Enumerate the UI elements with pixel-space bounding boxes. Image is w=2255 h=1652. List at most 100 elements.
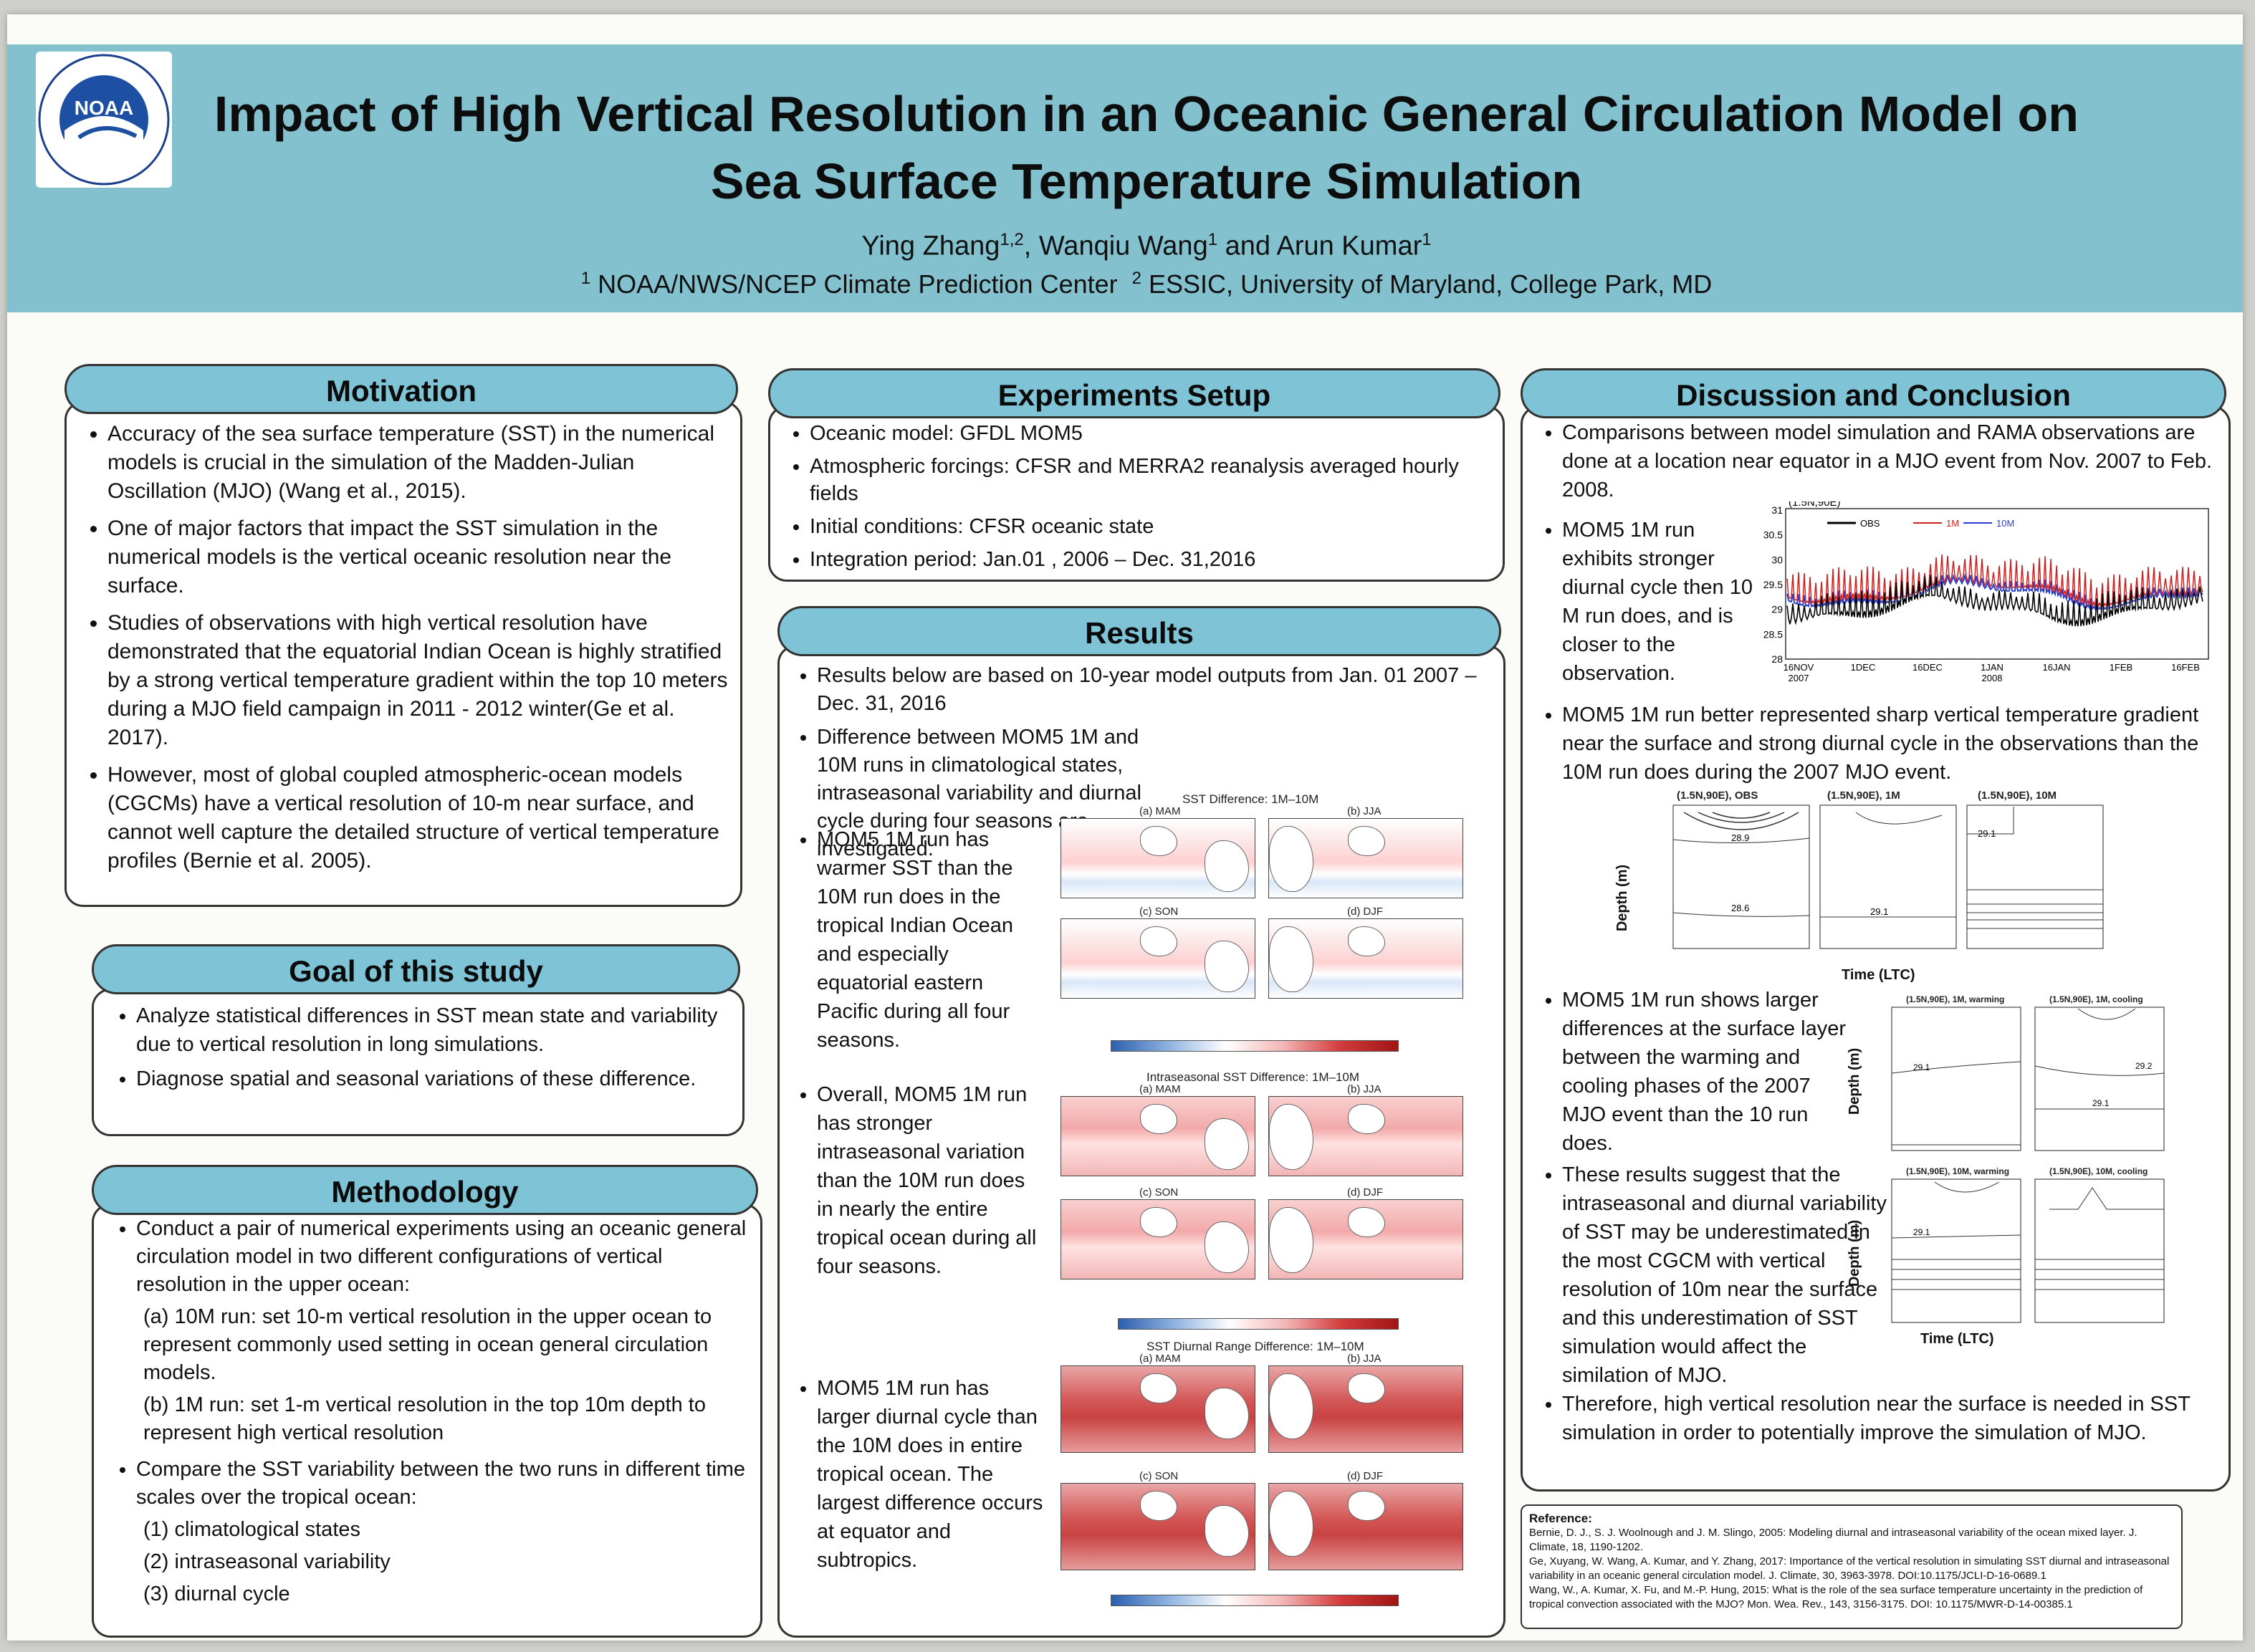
- legend-10m: 10M: [1996, 518, 2014, 529]
- fig3-label-son: (c) SON: [1139, 1470, 1179, 1482]
- title-line-1: Impact of High Vertical Resolution in an…: [214, 86, 2079, 142]
- finding-2-text: Overall, MOM5 1M run has stronger intras…: [817, 1080, 1039, 1281]
- fig1-label-son: (c) SON: [1139, 906, 1179, 918]
- ts-x-tick: 2007: [1789, 673, 1809, 683]
- profile-title-1m: (1.5N,90E), 1M: [1827, 789, 1900, 802]
- fig2-label-mam: (a) MAM: [1139, 1083, 1181, 1095]
- map-jja: [1268, 818, 1463, 898]
- ts-y-tick: 30: [1771, 554, 1783, 565]
- profile-xlabel: Time (LTC): [1842, 967, 1915, 983]
- finding-2: Overall, MOM5 1M run has stronger intras…: [788, 1080, 1039, 1290]
- discussion-item-2: MOM5 1M run exhibits stronger diurnal cy…: [1533, 516, 1770, 696]
- results-item: Difference between MOM5 1M and 10M runs …: [817, 724, 1161, 863]
- map-son: [1061, 1199, 1255, 1279]
- discussion-item-3: MOM5 1M run better represented sharp ver…: [1533, 701, 2221, 795]
- reference-item: Wang, W., A. Kumar, X. Fu, and M.-P. Hun…: [1529, 1584, 2143, 1610]
- ts-y-tick: 29: [1771, 604, 1783, 615]
- motivation-item: Studies of observations with high vertic…: [107, 609, 731, 752]
- discussion-heading: Discussion and Conclusion: [1521, 368, 2226, 418]
- fig1-label-djf: (d) DJF: [1347, 906, 1383, 918]
- phase-profile-figure: Depth (m) Depth (m) (1.5N,90E), 1M, warm…: [1847, 994, 2193, 1367]
- references-box: [1521, 1504, 2183, 1629]
- fig3-label-mam: (a) MAM: [1139, 1353, 1181, 1365]
- methodology-text: Conduct a pair of numerical experiments …: [107, 1215, 752, 1617]
- map-son: [1061, 918, 1255, 999]
- motivation-box: [64, 401, 742, 907]
- scale-1: (1) climatological states: [143, 1518, 360, 1541]
- ts-y-tick: 30.5: [1763, 529, 1783, 541]
- setup-item: Initial conditions: CFSR oceanic state: [810, 513, 1490, 540]
- author-3: and Arun Kumar: [1217, 231, 1422, 261]
- methodology-item-2: Compare the SST variability between the …: [136, 1458, 746, 1509]
- fig1-title: SST Difference: 1M–10M: [1182, 792, 1319, 806]
- setup-item: Oceanic model: GFDL MOM5: [810, 420, 1490, 447]
- reference-item: Ge, Xuyang, W. Wang, A. Kumar, and Y. Zh…: [1529, 1555, 2170, 1582]
- ts-y-tick: 28: [1771, 653, 1783, 665]
- motivation-item: One of major factors that impact the SST…: [107, 514, 731, 600]
- fig2-label-son: (c) SON: [1139, 1186, 1179, 1199]
- phase-title-1m-warm: (1.5N,90E), 1M, warming: [1906, 994, 2005, 1004]
- noaa-logo: NOAA: [36, 52, 172, 188]
- poster: NOAA Impact of High Vertical Resolution …: [7, 14, 2243, 1641]
- fig1-label-mam: (a) MAM: [1139, 805, 1181, 817]
- diurnal-range-figure: SST Diurnal Range Difference: 1M–10M (a)…: [1039, 1340, 1490, 1619]
- finding-3-text: MOM5 1M run has larger diurnal cycle tha…: [817, 1374, 1046, 1575]
- svg-text:29.1: 29.1: [1913, 1227, 1930, 1237]
- setup-item: Integration period: Jan.01 , 2006 – Dec.…: [810, 546, 1490, 573]
- phase-title-10m-cool: (1.5N,90E), 10M, cooling: [2049, 1166, 2148, 1176]
- affil-1-sup: 1: [580, 269, 591, 288]
- discussion-item-3-text: MOM5 1M run better represented sharp ver…: [1562, 701, 2221, 787]
- author-1-sup: 1,2: [1000, 230, 1024, 249]
- phase-title-10m-warm: (1.5N,90E), 10M, warming: [1906, 1166, 2010, 1176]
- motivation-heading: Motivation: [64, 364, 738, 414]
- discussion-item-6-text: Therefore, high vertical resolution near…: [1562, 1390, 2214, 1447]
- ts-legend: OBS 1M 10M: [1827, 518, 2014, 529]
- finding-1: MOM5 1M run has warmer SST than the 10M …: [788, 825, 1039, 1063]
- ts-y-tick: 29.5: [1763, 579, 1783, 590]
- ts-x-tick: 1JAN: [1981, 662, 2003, 673]
- map-jja: [1268, 1365, 1463, 1453]
- authors: Ying Zhang1,2, Wanqiu Wang1 and Arun Kum…: [193, 222, 2100, 264]
- author-1: Ying Zhang: [861, 231, 1000, 261]
- author-3-sup: 1: [1422, 230, 1432, 249]
- setup-heading: Experiments Setup: [768, 368, 1500, 418]
- svg-text:28.9: 28.9: [1731, 832, 1749, 843]
- discussion-item-5-text: These results suggest that the intraseas…: [1562, 1161, 1892, 1390]
- goal-heading: Goal of this study: [92, 944, 740, 994]
- profile-title-obs: (1.5N,90E), OBS: [1677, 789, 1758, 802]
- svg-text:29.1: 29.1: [1978, 828, 1996, 839]
- methodology-box: [92, 1204, 762, 1638]
- fig2-title: Intraseasonal SST Difference: 1M–10M: [1146, 1070, 1360, 1084]
- sst-timeseries-chart: (1.5N,90E) 31 30.5 30 29.5 29 28.5 28 16NOV 200…: [1748, 496, 2214, 688]
- setup-text: Oceanic model: GFDL MOM5 Atmospheric for…: [781, 420, 1490, 579]
- fig3-label-jja: (b) JJA: [1347, 1353, 1382, 1365]
- map-mam: [1061, 1096, 1255, 1176]
- phase-ylabel-1: Depth (m): [1847, 1047, 1863, 1115]
- affil-2-sup: 2: [1131, 269, 1142, 288]
- map-djf: [1268, 918, 1463, 999]
- discussion-item-1: Comparisons between model simulation and…: [1533, 418, 2221, 513]
- svg-text:29.1: 29.1: [1870, 906, 1888, 917]
- profile-title-10m: (1.5N,90E), 10M: [1978, 789, 2057, 802]
- goal-item: Diagnose spatial and seasonal variations…: [136, 1065, 724, 1093]
- ts-x-tick: 1DEC: [1851, 662, 1876, 673]
- scale-2: (2) intraseasonal variability: [143, 1550, 391, 1573]
- fig1-label-jja: (b) JJA: [1347, 805, 1382, 817]
- ts-y-tick: 31: [1771, 504, 1783, 516]
- fig3-label-djf: (d) DJF: [1347, 1470, 1383, 1482]
- series-1m: [1786, 554, 2203, 609]
- fig3-title: SST Diurnal Range Difference: 1M–10M: [1146, 1340, 1364, 1353]
- fig2-colorbar: [1118, 1318, 1399, 1330]
- scale-3: (3) diurnal cycle: [143, 1583, 290, 1605]
- affiliations: 1 NOAA/NWS/NCEP Climate Prediction Cente…: [193, 262, 2100, 301]
- references: Reference: Bernie, D. J., S. J. Woolnoug…: [1529, 1512, 2171, 1612]
- fig2-label-jja: (b) JJA: [1347, 1083, 1382, 1095]
- setup-item: Atmospheric forcings: CFSR and MERRA2 re…: [810, 453, 1490, 507]
- discussion-item-6: Therefore, high vertical resolution near…: [1533, 1390, 2214, 1456]
- ts-y-tick: 28.5: [1763, 628, 1783, 640]
- svg-text:29.1: 29.1: [1913, 1062, 1930, 1072]
- svg-text:29.1: 29.1: [2092, 1098, 2110, 1108]
- fig2-label-djf: (d) DJF: [1347, 1186, 1383, 1199]
